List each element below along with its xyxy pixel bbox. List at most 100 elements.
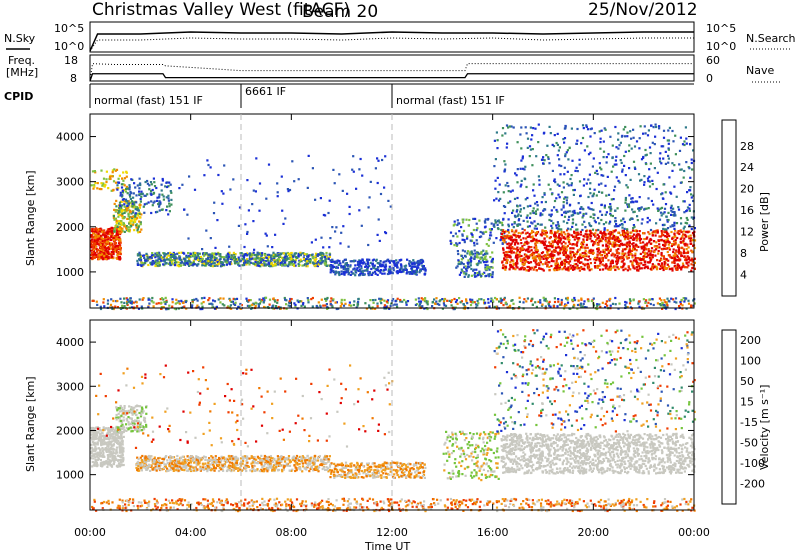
power-pixel [678, 230, 681, 233]
power-pixel [605, 245, 609, 248]
power-pixel [129, 209, 132, 212]
power-pixel [626, 257, 629, 260]
power-pixel [613, 243, 616, 246]
power-pixel [662, 268, 665, 272]
power-pixel [388, 260, 391, 263]
power-pixel [320, 236, 323, 239]
power-pixel [485, 250, 488, 253]
power-pixel [540, 255, 543, 258]
power-pixel [385, 305, 388, 308]
power-pixel [609, 242, 612, 245]
power-pixel [558, 252, 562, 255]
power-pixel [655, 245, 659, 248]
power-pixel [642, 258, 645, 261]
power-pixel [532, 207, 535, 210]
power-pixel [133, 203, 136, 206]
power-pixel [288, 263, 292, 266]
power-pixel [569, 250, 572, 253]
power-pixel [137, 225, 140, 229]
power-pixel [654, 254, 657, 257]
power-pixel [504, 268, 507, 271]
power-pixel [400, 266, 403, 269]
power-pixel [147, 298, 150, 301]
power-pixel [154, 260, 157, 263]
power-pixel [120, 223, 123, 226]
power-pixel [139, 255, 142, 258]
power-pixel [352, 170, 355, 173]
power-pixel [478, 270, 481, 273]
power-pixel [567, 261, 570, 264]
power-pixel [407, 271, 410, 274]
power-pixel [593, 219, 596, 222]
power-pixel [626, 241, 629, 244]
power-pixel [396, 263, 399, 266]
power-pixel [134, 205, 137, 208]
power-pixel [541, 242, 544, 245]
power-pixel [143, 211, 146, 214]
power-pixel [577, 239, 580, 242]
power-pixel [389, 272, 392, 275]
power-pixel [164, 302, 167, 306]
power-pixel [138, 259, 142, 262]
power-pixel [668, 268, 671, 271]
power-pixel [183, 305, 186, 308]
power-pixel [575, 234, 578, 237]
power-pixel [508, 255, 511, 259]
power-pixel [460, 262, 464, 265]
power-pixel [512, 240, 515, 243]
power-pixel [117, 181, 121, 184]
power-pixel [600, 218, 603, 222]
power-pixel [631, 264, 634, 267]
power-pixel [528, 235, 531, 238]
power-pixel [103, 246, 106, 249]
power-pixel [126, 302, 129, 305]
power-pixel [317, 301, 320, 304]
power-pixel [671, 261, 674, 264]
power-pixel [274, 300, 277, 303]
power-pixel [545, 244, 549, 247]
power-pixel [649, 228, 653, 232]
power-pixel [294, 258, 297, 262]
power-pixel [603, 264, 606, 267]
power-pixel [239, 252, 242, 255]
power-pixel [559, 237, 562, 240]
power-pixel [663, 228, 667, 231]
power-pixel [140, 228, 143, 231]
power-pixel [490, 260, 493, 263]
power-pixel [295, 252, 298, 255]
power-pixel [142, 297, 145, 300]
power-pixel [192, 251, 195, 254]
power-pixel [563, 265, 566, 268]
power-pixel [550, 264, 553, 268]
power-pixel [453, 220, 456, 223]
power-pixel [666, 305, 669, 308]
power-pixel [405, 303, 408, 306]
power-pixel [505, 251, 508, 254]
power-pixel [274, 253, 277, 256]
power-pixel [348, 304, 351, 307]
power-pixel [385, 300, 388, 303]
power-pixel [107, 242, 110, 245]
power-pixel [232, 297, 235, 300]
power-pixel [150, 200, 153, 203]
power-pixel [559, 238, 562, 241]
power-pixel [217, 173, 220, 177]
power-pixel [331, 226, 334, 229]
power-pixel [141, 298, 144, 301]
power-pixel [92, 252, 95, 255]
power-pixel [575, 259, 578, 262]
power-pixel [642, 298, 645, 301]
power-pixel [129, 301, 132, 304]
power-pixel [196, 258, 199, 262]
power-pixel [553, 231, 557, 234]
power-pixel [478, 235, 481, 239]
power-pixel [271, 257, 275, 260]
power-pixel [521, 261, 524, 264]
power-pixel [601, 237, 604, 240]
power-pixel [560, 262, 563, 265]
power-pixel [388, 261, 392, 264]
power-pixel [165, 256, 168, 259]
power-pixel [358, 269, 362, 273]
power-pixel [640, 267, 643, 270]
power-pixel [589, 237, 592, 240]
